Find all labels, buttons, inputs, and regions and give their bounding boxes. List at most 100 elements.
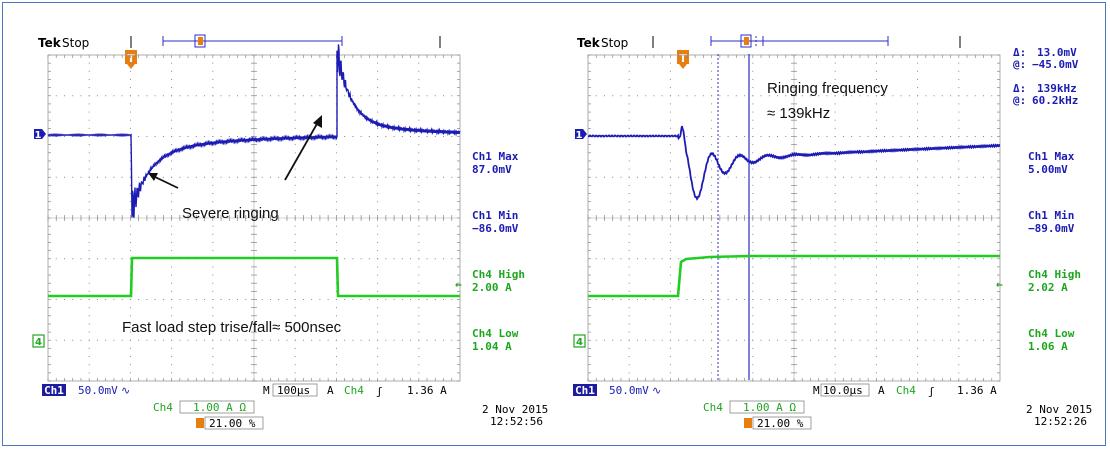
ringing-arrow-right xyxy=(284,115,322,181)
meas-ch1-max-value: 5.00mV xyxy=(1028,163,1068,176)
trigger-level: 1.36 A xyxy=(407,384,447,397)
bottom-status-bar: Ch1 50.0mV ∿ M 10.0µs A Ch4 ʃ 1.36 A Ch4… xyxy=(573,383,1092,430)
timebase-box xyxy=(820,383,870,397)
meas-ch1-min-label: Ch1 Min xyxy=(472,209,518,222)
cursor-delta-f-sym: Δ: xyxy=(1013,82,1026,95)
measurement-panel: Ch1 Max 5.00mV Ch1 Min −89.0mV Ch4 High … xyxy=(1028,150,1081,353)
ch1-badge-label: Ch1 xyxy=(44,384,64,397)
graticule xyxy=(587,54,1001,382)
ch4-ground-marker: 4 xyxy=(32,334,45,348)
timebase-box xyxy=(272,383,318,397)
bottom-status-bar: Ch1 50.0mV ∿ M 100µs A Ch4 ʃ 1.36 A Ch4 … xyxy=(42,383,548,430)
trigger-source: Ch4 xyxy=(344,384,364,397)
date: 2 Nov 2015 xyxy=(1026,403,1092,416)
cursor-delta-v: 13.0mV xyxy=(1037,46,1077,59)
trigger-position-box xyxy=(204,416,264,430)
record-position-bar xyxy=(162,34,343,48)
cursor-at-v: −45.0mV xyxy=(1032,58,1079,71)
ch1-ground-marker: 1 xyxy=(34,129,46,141)
trigger-marker-label: T xyxy=(679,52,687,65)
bandwidth-icon: ∿ xyxy=(652,384,661,397)
trigger-position: 21.00 % xyxy=(757,417,804,430)
trigger-level-arrow: ← xyxy=(455,278,462,291)
trigger-position-icon xyxy=(744,418,752,428)
meas-ch4-low-label: Ch4 Low xyxy=(472,327,519,340)
ch4-scale: 1.00 A Ω xyxy=(743,401,796,414)
ch1-marker-label: 1 xyxy=(576,130,583,141)
meas-ch1-min-value: −86.0mV xyxy=(472,222,519,235)
ch4-scale: 1.00 A Ω xyxy=(193,401,246,414)
trigger-source: Ch4 xyxy=(896,384,916,397)
brand-logo: Tek xyxy=(38,36,62,50)
graticule xyxy=(47,54,461,382)
scope-right-svg: Tek Stop T Δ: 13.0mV @: −45.0mV Δ: 139kH… xyxy=(573,34,1092,430)
trigger-mode: A xyxy=(878,384,885,397)
acquisition-status: Stop xyxy=(62,36,89,50)
trigger-marker-label: T xyxy=(127,52,135,65)
ringing-arrow-left xyxy=(148,173,179,189)
ch1-voltage-trace xyxy=(588,125,1001,201)
m-label: M xyxy=(263,384,270,397)
oscilloscope-screen-right: Tek Stop T Δ: 13.0mV @: −45.0mV Δ: 139kH… xyxy=(550,0,1110,450)
ch4-current-trace xyxy=(48,256,460,298)
ch4-scale-box xyxy=(729,400,805,414)
trigger-slope-icon: ʃ xyxy=(928,385,935,398)
cursor-readouts: Δ: 13.0mV @: −45.0mV Δ: 139kHz @: 60.2kH… xyxy=(1013,46,1079,107)
time: 12:52:56 xyxy=(490,415,543,428)
trigger-position-icon xyxy=(196,418,204,428)
trigger-mode: A xyxy=(327,384,334,397)
ch4-label: Ch4 xyxy=(153,401,173,414)
annotation-load-step: Fast load step trise/fall≈ 500nsec xyxy=(122,319,342,336)
ch1-scale: 50.0mV xyxy=(78,384,118,397)
acquisition-status: Stop xyxy=(601,36,628,50)
meas-ch4-high-value: 2.00 A xyxy=(472,281,512,294)
time: 12:52:26 xyxy=(1034,415,1087,428)
meas-ch1-min-value: −89.0mV xyxy=(1028,222,1075,235)
ch1-badge xyxy=(573,384,597,396)
meas-ch1-max-label: Ch1 Max xyxy=(472,150,519,163)
cursor-at-f: 60.2kHz xyxy=(1032,94,1078,107)
measurement-panel: Ch1 Max 87.0mV Ch1 Min −86.0mV Ch4 High … xyxy=(472,150,525,353)
record-position-bar xyxy=(710,34,889,48)
bandwidth-icon: ∿ xyxy=(121,384,130,397)
meas-ch1-max-value: 87.0mV xyxy=(472,163,512,176)
trigger-position: 21.00 % xyxy=(209,417,256,430)
cursor-delta-f: 139kHz xyxy=(1037,82,1077,95)
annotation-ringing-value: ≈ 139kHz xyxy=(767,105,830,122)
ch4-marker-label: 4 xyxy=(35,337,42,348)
timebase: 10.0µs xyxy=(823,384,863,397)
annotation-severe-ringing: Severe ringing xyxy=(182,205,279,222)
date: 2 Nov 2015 xyxy=(482,403,548,416)
ch4-current-trace xyxy=(588,254,1000,298)
ch1-voltage-trace xyxy=(47,44,461,218)
meas-ch4-high-label: Ch4 High xyxy=(472,268,525,281)
ch1-ground-marker: 1 xyxy=(575,129,587,141)
meas-ch4-low-label: Ch4 Low xyxy=(1028,327,1075,340)
trigger-level-arrow: ← xyxy=(996,278,1003,291)
ch1-scale: 50.0mV xyxy=(609,384,649,397)
trigger-slope-icon: ʃ xyxy=(376,385,383,398)
cursor-delta-v-sym: Δ: xyxy=(1013,46,1026,59)
meas-ch4-low-value: 1.04 A xyxy=(472,340,512,353)
timebase: 100µs xyxy=(277,384,310,397)
ch4-ground-marker: 4 xyxy=(573,334,586,348)
m-label: M xyxy=(813,384,820,397)
annotation-ringing-frequency: Ringing frequency xyxy=(767,80,888,97)
meas-ch4-high-label: Ch4 High xyxy=(1028,268,1081,281)
trigger-marker: T xyxy=(677,50,689,69)
meas-ch4-low-value: 1.06 A xyxy=(1028,340,1068,353)
meas-ch4-high-value: 2.02 A xyxy=(1028,281,1068,294)
ch4-scale-box xyxy=(179,400,255,414)
scope-left-svg: Tek Stop T 1 4 ← Severe ringing Fast loa… xyxy=(32,34,548,430)
ch4-label: Ch4 xyxy=(703,401,723,414)
trigger-level: 1.36 A xyxy=(957,384,997,397)
meas-ch1-min-label: Ch1 Min xyxy=(1028,209,1074,222)
trigger-position-box xyxy=(752,416,812,430)
cursor-at-v-sym: @: xyxy=(1013,58,1026,71)
meas-ch1-max-label: Ch1 Max xyxy=(1028,150,1075,163)
ch1-badge xyxy=(42,384,66,396)
brand-logo: Tek xyxy=(577,36,601,50)
cursor-at-f-sym: @: xyxy=(1013,94,1026,107)
oscilloscope-screen-left: Tek Stop T 1 4 ← Severe ringing Fast loa… xyxy=(32,34,548,430)
